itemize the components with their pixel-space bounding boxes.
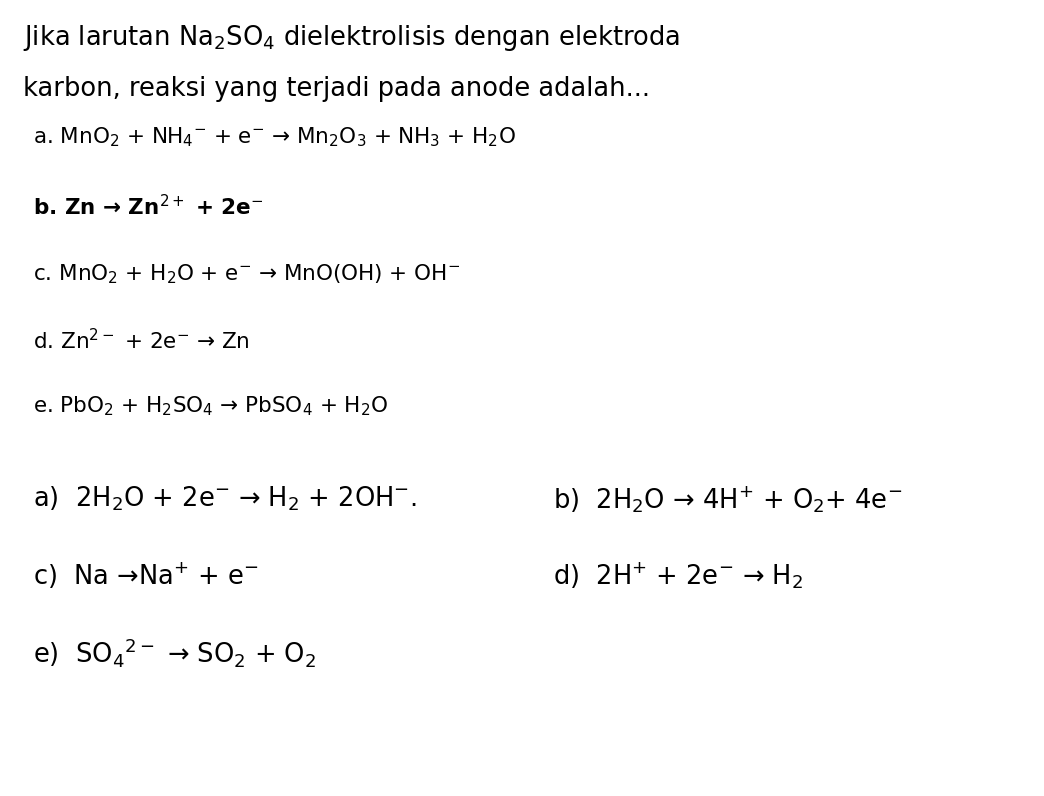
Text: d. Zn$^{2-}$ + 2e$^{-}$ → Zn: d. Zn$^{2-}$ + 2e$^{-}$ → Zn: [33, 328, 251, 353]
Text: b. Zn → Zn$^{2+}$ + 2e$^{-}$: b. Zn → Zn$^{2+}$ + 2e$^{-}$: [33, 194, 264, 220]
Text: karbon, reaksi yang terjadi pada anode adalah...: karbon, reaksi yang terjadi pada anode a…: [23, 76, 650, 102]
Text: Jika larutan Na$_2$SO$_4$ dielektrolisis dengan elektroda: Jika larutan Na$_2$SO$_4$ dielektrolisis…: [23, 23, 681, 53]
Text: e)  SO$_4$$^{2-}$ → SO$_2$ + O$_2$: e) SO$_4$$^{2-}$ → SO$_2$ + O$_2$: [33, 636, 316, 669]
Text: d)  2H$^{+}$ + 2e$^{-}$ → H$_2$: d) 2H$^{+}$ + 2e$^{-}$ → H$_2$: [553, 560, 804, 591]
Text: c)  Na →Na$^{+}$ + e$^{-}$: c) Na →Na$^{+}$ + e$^{-}$: [33, 560, 259, 591]
Text: a)  2H$_2$O + 2e$^{-}$ → H$_2$ + 2OH$^{-}$.: a) 2H$_2$O + 2e$^{-}$ → H$_2$ + 2OH$^{-}…: [33, 485, 418, 513]
Text: c. MnO$_2$ + H$_2$O + e$^{-}$ → MnO(OH) + OH$^{-}$: c. MnO$_2$ + H$_2$O + e$^{-}$ → MnO(OH) …: [33, 263, 460, 287]
Text: b)  2H$_2$O → 4H$^{+}$ + O$_2$+ 4e$^{-}$: b) 2H$_2$O → 4H$^{+}$ + O$_2$+ 4e$^{-}$: [553, 484, 902, 514]
Text: a. MnO$_2$ + NH$_4$$^{-}$ + e$^{-}$ → Mn$_2$O$_3$ + NH$_3$ + H$_2$O: a. MnO$_2$ + NH$_4$$^{-}$ + e$^{-}$ → Mn…: [33, 125, 516, 149]
Text: e. PbO$_2$ + H$_2$SO$_4$ → PbSO$_4$ + H$_2$O: e. PbO$_2$ + H$_2$SO$_4$ → PbSO$_4$ + H$…: [33, 394, 388, 418]
